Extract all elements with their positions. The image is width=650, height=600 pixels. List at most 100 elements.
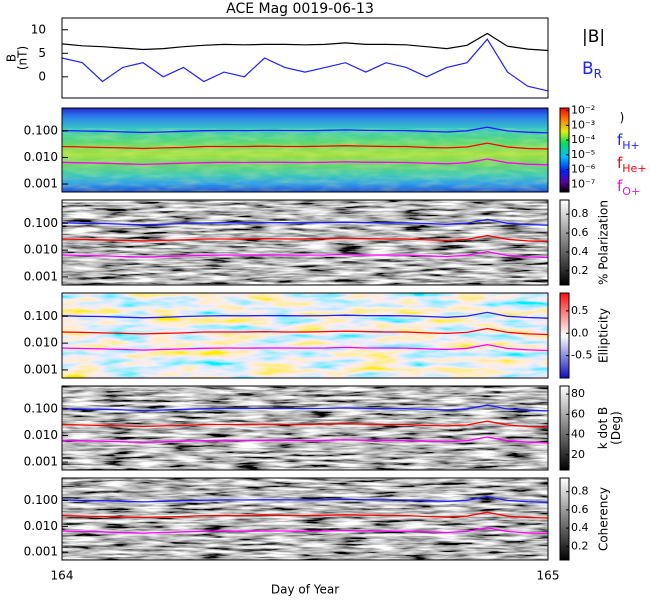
legend-subscript: H+: [622, 139, 640, 152]
colorbar: [559, 199, 570, 286]
colorbar-label: ): [620, 111, 625, 125]
plot-area: 0510B(nT)|B|BR0.1000.0100.00110⁻²10⁻³10⁻…: [5, 17, 647, 583]
legend-subscript: O+: [622, 185, 640, 198]
legend-text: f: [617, 131, 623, 149]
colorbar-tick-label: 0.4: [571, 521, 589, 534]
axis-frame: [61, 107, 549, 193]
y-tick-label: 0.100: [24, 309, 58, 323]
spectrogram: [62, 293, 548, 378]
legend-text: |B|: [582, 27, 605, 47]
colorbar-tick-label: 0.2: [571, 264, 589, 277]
line: [61, 496, 549, 503]
colorbar-tick-label: 10⁻⁷: [571, 177, 595, 190]
line: [61, 158, 549, 166]
colorbar-tick-label: 0.0: [571, 326, 589, 339]
line: [61, 343, 549, 352]
line: [61, 327, 549, 336]
chart-title: ACE Mag 0019-06-13: [226, 1, 374, 17]
axis-frame: [61, 477, 549, 561]
spectrogram-texture: [62, 128, 548, 192]
y-axis-label: B: [5, 54, 19, 62]
colorbar-tick-label: 20: [571, 448, 585, 461]
line: [61, 142, 549, 150]
colorbar-label: % Polarization: [597, 200, 611, 285]
spectrogram: [62, 200, 548, 285]
colorbar-tick-label: 10⁻⁴: [571, 133, 596, 146]
y-tick-label: 0.010: [24, 243, 58, 257]
line: [61, 234, 549, 243]
colorbar-label: Ellipticity: [597, 308, 611, 363]
legend-label: fHe+: [617, 154, 647, 176]
x-axis-label: Day of Year: [271, 583, 339, 597]
spectrogram: [62, 478, 548, 560]
colorbar-tick-label: 0.6: [571, 503, 589, 516]
colorbar-tick-label: 0.8: [571, 485, 589, 498]
colorbar-tick-label: 0.6: [571, 226, 589, 239]
legend-label: BR: [582, 59, 602, 81]
colorbar-tick-label: 0.5: [571, 304, 589, 317]
y-tick-label: 0.100: [24, 493, 58, 507]
legend-text: f: [617, 154, 623, 172]
spectrogram: [62, 386, 548, 470]
colorbar-tick-label: 0.8: [571, 207, 589, 220]
colorbar-tick-label: 10⁻⁵: [571, 148, 595, 161]
y-tick-label: 0.010: [24, 519, 58, 533]
line: [61, 250, 549, 259]
legend-text: B: [582, 59, 594, 79]
y-tick-label: 10: [31, 22, 46, 36]
colorbar-label: Coherency: [597, 487, 611, 551]
line: [61, 436, 549, 444]
line: [61, 311, 549, 319]
x-tick-label: 164: [51, 569, 74, 583]
colorbar-label: k dot B: [596, 407, 610, 449]
colorbar-tick-label: 0.4: [571, 245, 589, 258]
line: [61, 420, 549, 428]
y-tick-label: 0.010: [24, 428, 58, 442]
y-tick-label: 0.001: [24, 177, 58, 191]
x-tick-label: 165: [537, 569, 560, 583]
line: [61, 527, 549, 535]
y-tick-label: 5: [38, 46, 46, 60]
colorbar-tick-label: 10⁻³: [571, 118, 595, 131]
colorbar-label: (Deg): [609, 411, 623, 445]
colorbar-tick-label: 10⁻⁶: [571, 163, 596, 176]
axis-frame: [61, 17, 549, 99]
colorbar: [559, 477, 570, 561]
legend-subscript: He+: [622, 162, 646, 175]
colorbar-tick-label: 10⁻²: [571, 104, 595, 117]
legend-subscript: R: [594, 67, 602, 81]
colorbar: [559, 107, 570, 193]
legend-text: f: [617, 177, 623, 195]
y-tick-label: 0.100: [24, 124, 58, 138]
line: [61, 404, 549, 412]
colorbar: [559, 385, 570, 471]
y-tick-label: 0.010: [24, 150, 58, 164]
colorbar-tick-label: 40: [571, 428, 585, 441]
y-tick-label: 0.001: [24, 269, 58, 283]
colorbar: [559, 292, 570, 379]
y-tick-label: 0.100: [24, 216, 58, 230]
y-axis-label: (nT): [16, 46, 30, 70]
line: [61, 126, 549, 134]
line: [61, 38, 549, 92]
colorbar-tick-label: 60: [571, 407, 585, 420]
legend-label: fH+: [617, 131, 640, 153]
axis-frame: [61, 292, 549, 379]
y-tick-label: 0.100: [24, 402, 58, 416]
legend-label: fO+: [617, 177, 640, 199]
line: [61, 218, 549, 226]
y-tick-label: 0.001: [24, 362, 58, 376]
legend-label: |B|: [582, 27, 605, 47]
axis-frame: [61, 199, 549, 286]
colorbar-tick-label: -0.5: [571, 349, 592, 362]
line: [61, 511, 549, 519]
line: [61, 32, 549, 52]
y-tick-label: 0: [38, 69, 46, 83]
y-tick-label: 0.010: [24, 336, 58, 350]
colorbar-tick-label: 80: [571, 387, 585, 400]
axis-frame: [61, 385, 549, 471]
y-tick-label: 0.001: [24, 545, 58, 559]
colorbar-tick-label: 0.2: [571, 539, 589, 552]
y-tick-label: 0.001: [24, 455, 58, 469]
